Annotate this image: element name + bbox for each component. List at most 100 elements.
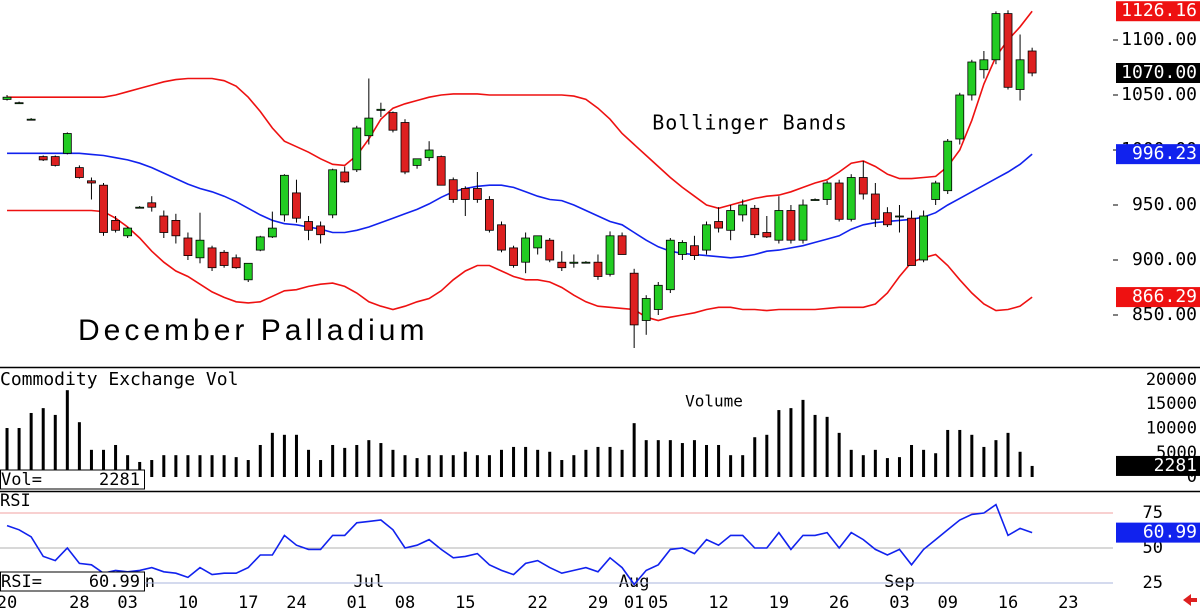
volume-bar (717, 444, 721, 478)
volume-bar (210, 455, 214, 478)
candle-body (738, 204, 748, 216)
candle-body (280, 174, 289, 216)
volume-bar (548, 451, 552, 478)
volume-bar (29, 412, 33, 478)
volume-bar (1030, 465, 1034, 478)
y-tick-label: 1050.00 (1121, 84, 1197, 105)
candle-body (509, 247, 518, 266)
x-tick-label: 09 (937, 593, 957, 613)
x-tick-label: 03 (117, 593, 137, 613)
y-tick-label: 75 (1143, 503, 1163, 523)
volume-bar (837, 432, 841, 478)
annotation: Volume (685, 392, 743, 411)
candle-body (497, 224, 506, 251)
bollinger-band (7, 10, 1033, 210)
candle-body (388, 112, 398, 131)
candle-body (521, 237, 531, 263)
volume-bar (572, 455, 576, 478)
x-tick-label: 17 (238, 593, 258, 613)
volume-bar (331, 444, 335, 478)
y-tick-label: 20000 (1146, 370, 1197, 390)
x-tick-label: 15 (455, 593, 475, 613)
candle-body (38, 156, 48, 161)
volume-bar (499, 449, 503, 478)
candle-body (424, 149, 434, 159)
volume-bar (705, 444, 709, 478)
candle-body (895, 215, 904, 218)
candle-body (557, 261, 567, 269)
readout-label: RSI= (1, 572, 42, 592)
volume-bar (475, 455, 479, 478)
candle-body (605, 235, 615, 275)
candle-body (171, 220, 181, 237)
candle-body (460, 188, 470, 200)
candle-body (955, 94, 965, 140)
volume-bar (524, 446, 528, 478)
volume-bar (65, 390, 69, 478)
y-tick-label: 900.00 (1132, 249, 1197, 270)
candle-body (1027, 50, 1037, 74)
x-tick-label: 24 (286, 593, 306, 613)
panel-title: RSI (0, 491, 31, 511)
candle-body (111, 220, 120, 231)
month-label: Aug (619, 572, 650, 592)
volume-bar (789, 408, 793, 478)
candle-body (231, 257, 241, 269)
candle-body (617, 235, 627, 255)
x-tick-label: 28 (69, 593, 89, 613)
candle-body (702, 224, 711, 251)
candle-body (834, 182, 844, 220)
last-value-label: 2281 (1154, 455, 1197, 476)
candle-body (352, 127, 362, 171)
volume-bar (427, 455, 431, 478)
x-tick-label: 05 (648, 593, 668, 613)
last-value-tag (1116, 144, 1200, 165)
last-value-label: 1070.00 (1121, 62, 1197, 83)
volume-bar (234, 457, 238, 478)
volume-bar (138, 461, 142, 478)
x-tick-label: 23 (1058, 593, 1078, 613)
candle-body (340, 171, 350, 183)
candle-body (714, 221, 723, 229)
volume-bar (355, 444, 359, 478)
volume-bar (861, 455, 865, 478)
volume-bar (741, 455, 745, 478)
readout-value: 2281 (99, 470, 140, 490)
volume-bar (994, 440, 998, 478)
volume-bar (487, 455, 491, 478)
annotation: Bollinger Bands (652, 111, 848, 135)
candle-body (798, 204, 808, 241)
scroll-arrow[interactable] (1183, 594, 1197, 606)
candle-body (123, 227, 133, 237)
volume-bar (922, 449, 926, 478)
volume-bar (885, 458, 889, 478)
candle-body (448, 179, 458, 200)
volume-bar (319, 460, 323, 478)
volume-bar (946, 429, 950, 478)
candle-body (99, 184, 108, 233)
volume-bar (970, 434, 974, 478)
volume-bar (897, 457, 901, 478)
volume-bar (934, 453, 938, 478)
candle-body (400, 122, 410, 173)
x-tick-label: 01 (624, 593, 644, 613)
candle-body (87, 180, 96, 184)
volume-bar (451, 455, 455, 478)
candle-body (219, 251, 229, 266)
candle-body (292, 192, 301, 219)
y-tick-label: 0 (1187, 467, 1197, 487)
x-tick-label: 03 (889, 593, 909, 613)
candle-body (641, 298, 651, 321)
candle-body (1003, 13, 1013, 88)
volume-bar (41, 408, 45, 478)
candle-body (593, 261, 603, 277)
y-tick-label: 850.00 (1132, 304, 1197, 325)
candle-body (569, 261, 579, 264)
volume-bar (584, 449, 588, 478)
candle-body (62, 133, 72, 154)
candle-body (690, 245, 699, 257)
candle-body (750, 207, 760, 236)
x-tick-label: 10 (178, 593, 198, 613)
readout-value: 60.99 (89, 572, 140, 592)
